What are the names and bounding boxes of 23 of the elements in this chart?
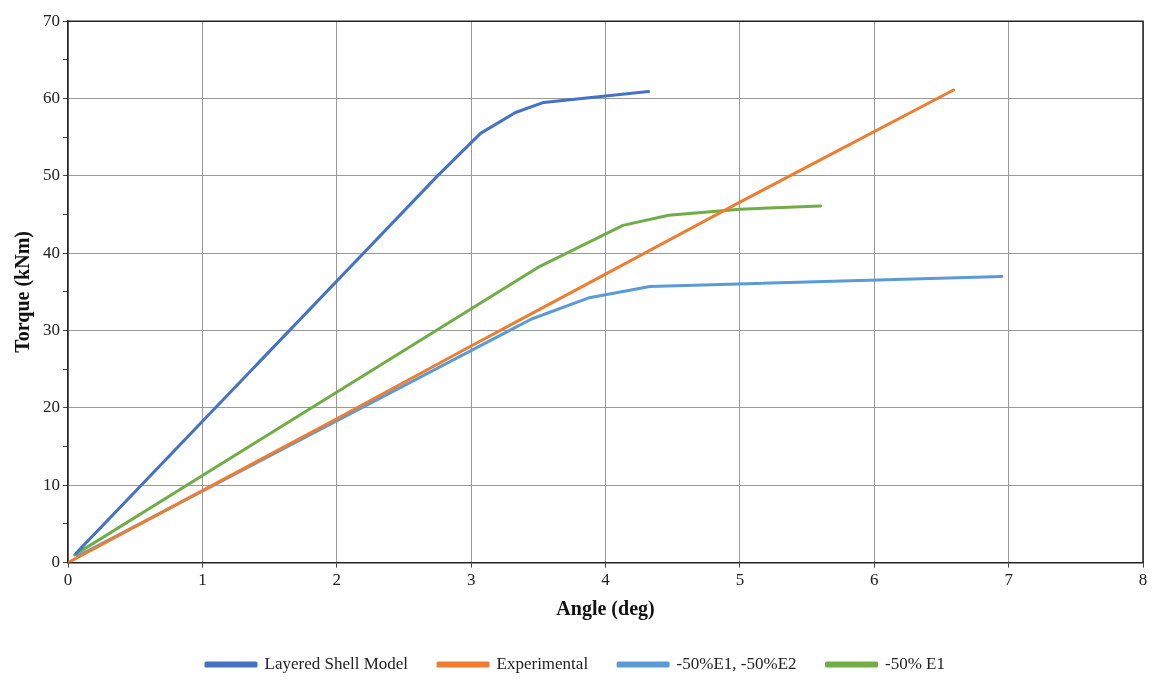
x-tick-label: 2 bbox=[332, 570, 341, 590]
y-tick-label: 50 bbox=[43, 165, 60, 185]
legend-label: -50% E1 bbox=[885, 653, 945, 673]
y-tick-label: 70 bbox=[43, 10, 60, 30]
x-tick-label: 3 bbox=[466, 570, 476, 590]
y-tick-label: 60 bbox=[43, 88, 60, 108]
x-tick-label: 5 bbox=[735, 570, 745, 590]
y-tick-label: 10 bbox=[43, 474, 60, 494]
x-tick-label: 1 bbox=[198, 570, 207, 590]
x-tick-label: 7 bbox=[1004, 570, 1014, 590]
y-tick-label: 40 bbox=[43, 242, 60, 262]
legend-label: Experimental bbox=[496, 653, 589, 673]
x-tick-label: 0 bbox=[63, 570, 73, 590]
x-tick-label: 8 bbox=[1138, 570, 1148, 590]
y-tick-label: 20 bbox=[43, 397, 60, 417]
legend-label: -50%E1, -50%E2 bbox=[676, 653, 797, 673]
legend-label: Layered Shell Model bbox=[264, 653, 409, 673]
x-axis-title: Angle (deg) bbox=[556, 597, 655, 621]
y-tick-label: 0 bbox=[51, 552, 60, 572]
x-tick-label: 4 bbox=[601, 570, 611, 590]
x-tick-label: 6 bbox=[870, 570, 879, 590]
y-tick-label: 30 bbox=[43, 320, 60, 340]
y-axis-title: Torque (kNm) bbox=[11, 231, 35, 353]
